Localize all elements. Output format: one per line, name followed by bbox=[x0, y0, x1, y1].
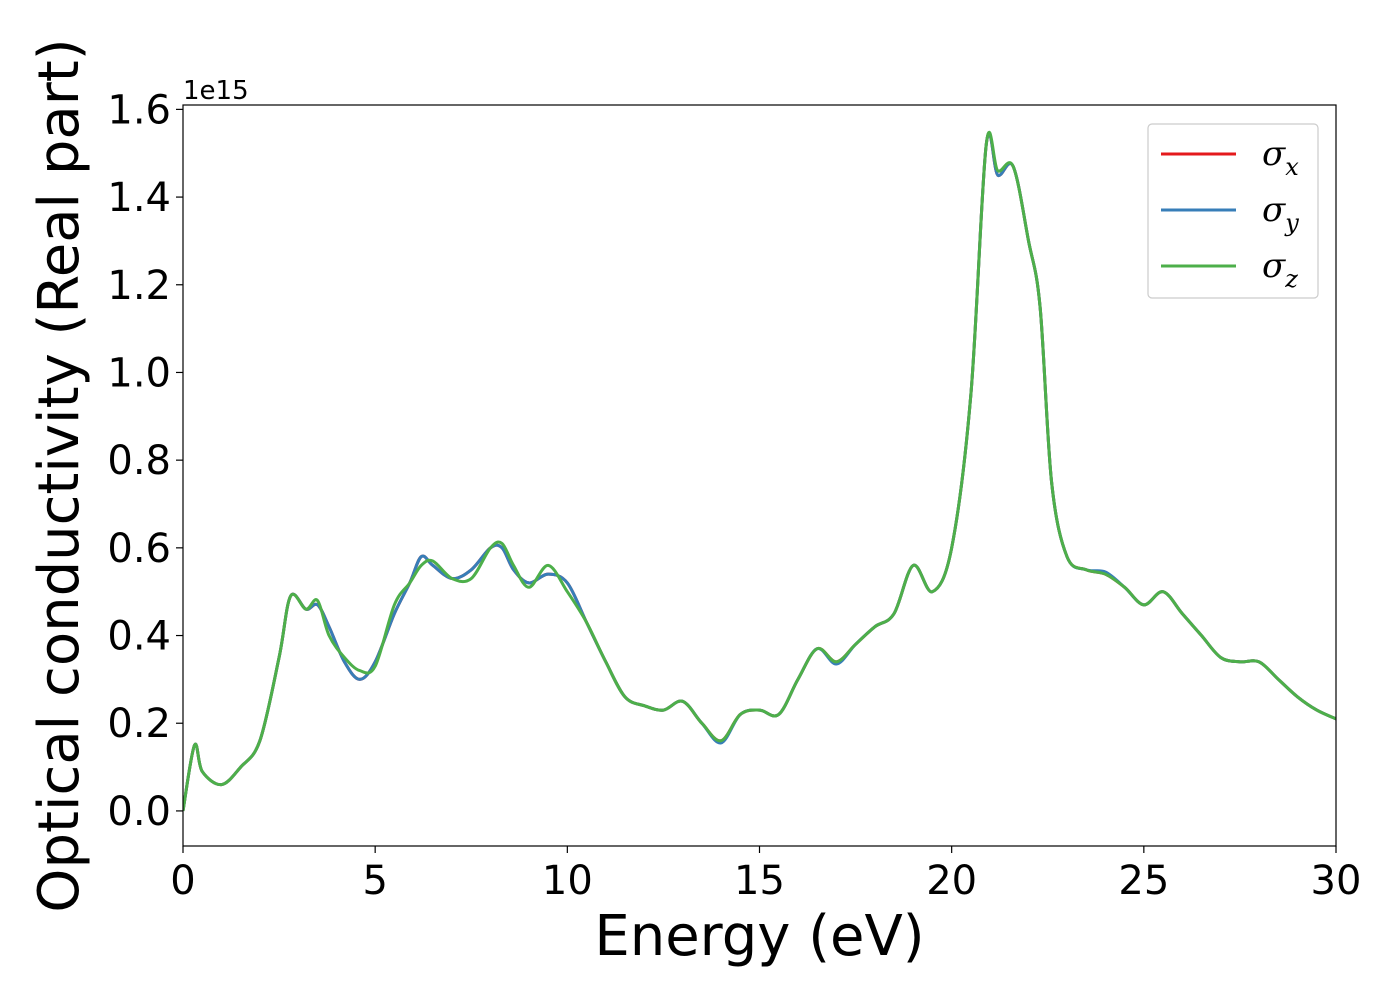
y-tick-label: 0.6 bbox=[107, 526, 171, 572]
y-tick-label: 0.8 bbox=[107, 438, 171, 484]
x-tick-label: 25 bbox=[1118, 858, 1169, 904]
y-tick-label: 1.6 bbox=[107, 87, 171, 133]
y-tick-label: 1.2 bbox=[107, 263, 171, 309]
legend-label: σy bbox=[1262, 190, 1299, 237]
legend-label: σz bbox=[1262, 246, 1298, 293]
legend-subscript: z bbox=[1284, 265, 1298, 293]
legend-symbol: σ bbox=[1262, 190, 1286, 230]
x-tick-label: 5 bbox=[362, 858, 387, 904]
y-axis-ticks: 0.0 0.2 0.4 0.6 0.8 1.0 1.2 1.4 1.6 bbox=[107, 87, 183, 835]
y-tick-label: 1.4 bbox=[107, 175, 171, 221]
legend-symbol: σ bbox=[1262, 134, 1286, 174]
y-tick-label: 0.4 bbox=[107, 614, 171, 660]
y-tick-label: 0.2 bbox=[107, 701, 171, 747]
series-line-σz bbox=[183, 131, 1336, 812]
x-tick-label: 15 bbox=[734, 858, 785, 904]
legend-subscript: x bbox=[1285, 153, 1299, 181]
x-axis-label: Energy (eV) bbox=[594, 904, 924, 969]
x-tick-label: 0 bbox=[170, 858, 195, 904]
series-layer bbox=[183, 131, 1336, 812]
y-axis-label: Optical conductivity (Real part) bbox=[27, 38, 92, 912]
x-tick-label: 10 bbox=[542, 858, 593, 904]
y-tick-label: 0.0 bbox=[107, 789, 171, 835]
legend-symbol: σ bbox=[1262, 246, 1286, 286]
y-tick-label: 1.0 bbox=[107, 350, 171, 396]
x-tick-label: 30 bbox=[1311, 858, 1362, 904]
legend-subscript: y bbox=[1284, 209, 1299, 237]
x-tick-label: 20 bbox=[926, 858, 977, 904]
legend-label: σx bbox=[1262, 134, 1299, 181]
x-axis-ticks: 0 5 10 15 20 25 30 bbox=[170, 846, 1361, 904]
y-axis-offset-text: 1e15 bbox=[183, 76, 249, 106]
